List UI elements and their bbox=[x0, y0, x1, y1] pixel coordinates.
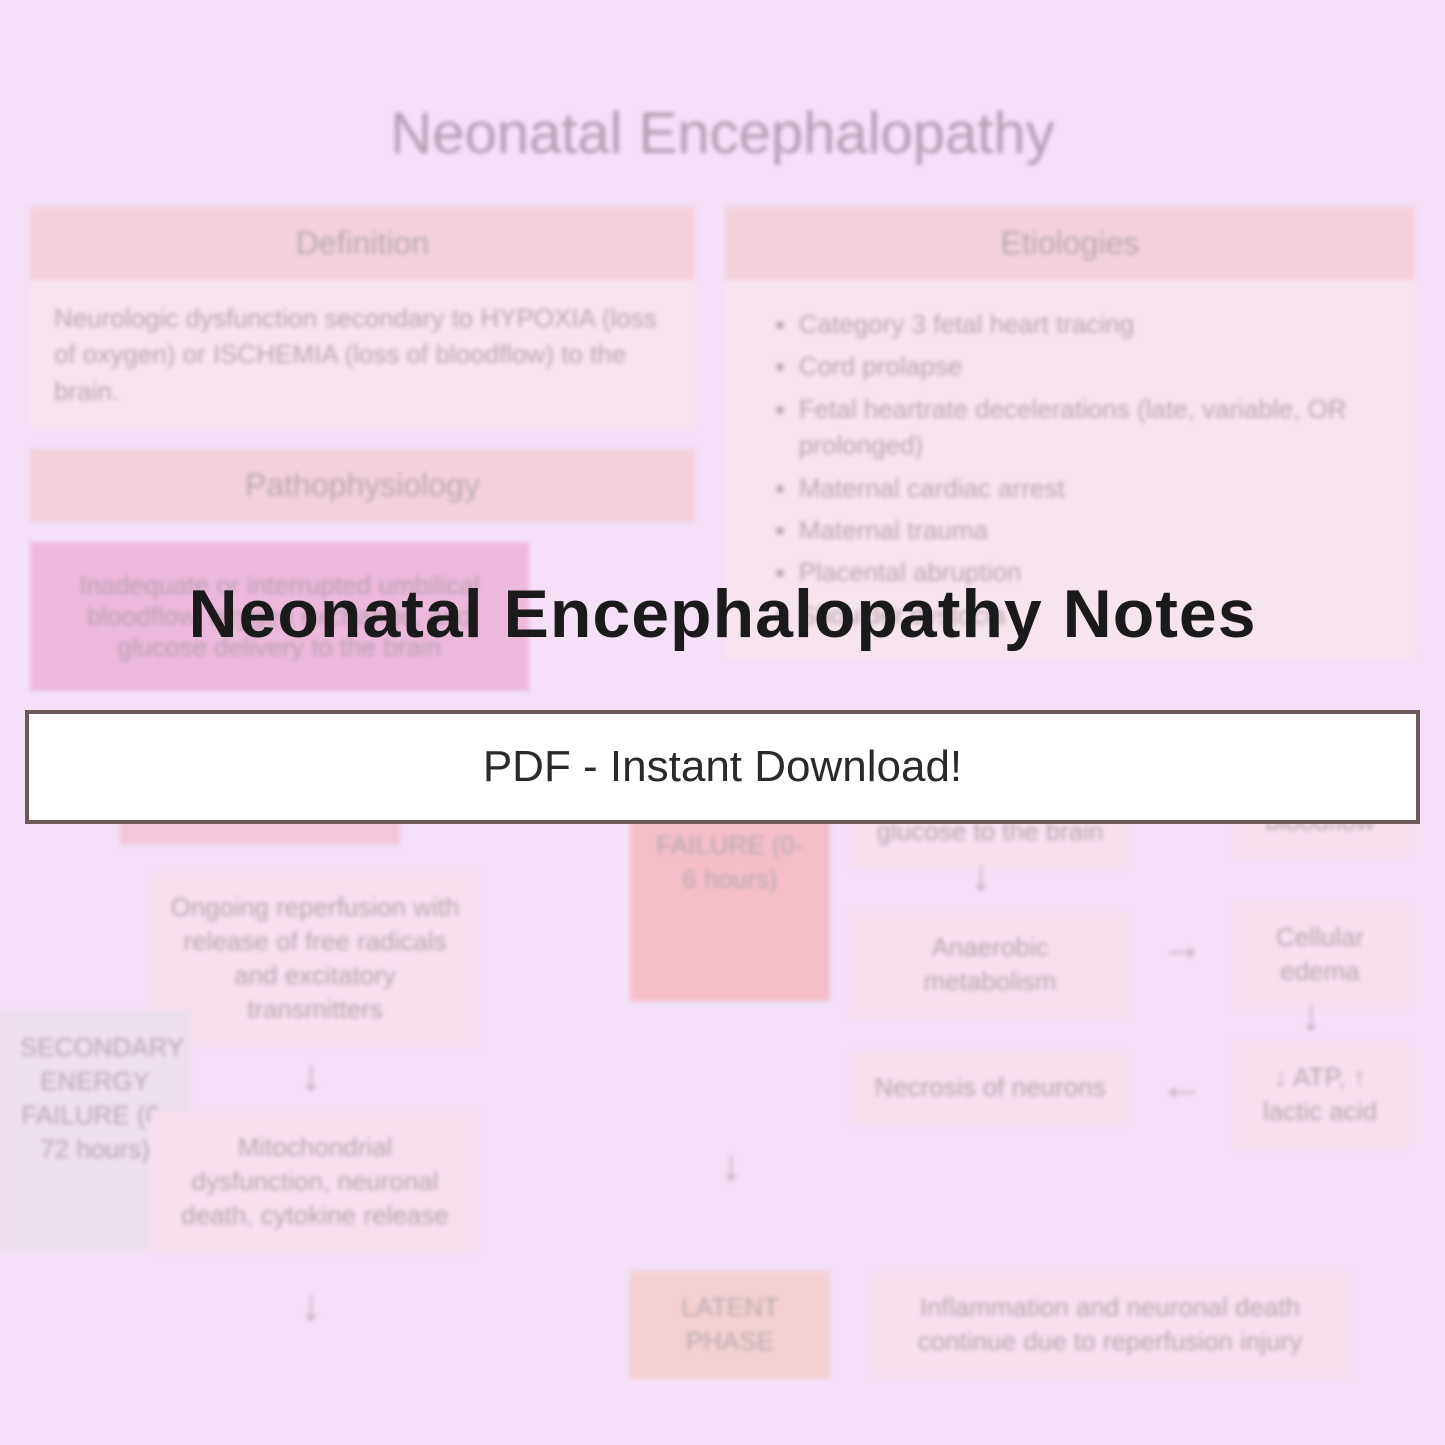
arrow-down-icon: ↓ bbox=[300, 1051, 322, 1101]
reperfusion-box: Ongoing reperfusion with release of free… bbox=[150, 871, 480, 1046]
mito-box: Mitochondrial dysfunction, neuronal deat… bbox=[150, 1111, 480, 1252]
etio-item: Maternal trauma bbox=[799, 512, 1391, 548]
atp-box: ↓ ATP, ↑ lactic acid bbox=[1230, 1041, 1410, 1149]
etiologies-header: Etiologies bbox=[725, 207, 1415, 280]
arrow-down-icon: ↓ bbox=[970, 851, 992, 901]
arrow-down-icon: ↓ bbox=[300, 1281, 322, 1331]
document-title: Neonatal Encephalopathy bbox=[0, 100, 1445, 167]
patho-header: Pathophysiology bbox=[30, 449, 695, 522]
latent-box: LATENT PHASE bbox=[630, 1271, 830, 1379]
anaerobic-box: Anaerobic metabolism bbox=[850, 911, 1130, 1019]
arrow-down-icon: ↓ bbox=[1300, 991, 1322, 1041]
etio-item: Maternal cardiac arrest bbox=[799, 470, 1391, 506]
flowchart: ASPHYXIA → PRIMARY ENERGY FAILURE (0-6 h… bbox=[0, 741, 1445, 1441]
download-banner: PDF - Instant Download! bbox=[25, 710, 1420, 824]
etio-item: Category 3 fetal heart tracing bbox=[799, 306, 1391, 342]
etio-item: Fetal heartrate decelerations (late, var… bbox=[799, 391, 1391, 464]
etio-item: Cord prolapse bbox=[799, 348, 1391, 384]
product-title: Neonatal Encephalopathy Notes bbox=[0, 575, 1445, 653]
arrow-left-icon: ← bbox=[1160, 1061, 1204, 1111]
definition-header: Definition bbox=[30, 207, 695, 280]
necrosis-box: Necrosis of neurons bbox=[850, 1051, 1130, 1125]
arrow-down-icon: ↓ bbox=[720, 1141, 742, 1191]
inflammation-box: Inflammation and neuronal death continue… bbox=[870, 1271, 1350, 1379]
arrow-right-icon: → bbox=[1160, 921, 1204, 971]
definition-body: Neurologic dysfunction secondary to HYPO… bbox=[30, 280, 695, 429]
